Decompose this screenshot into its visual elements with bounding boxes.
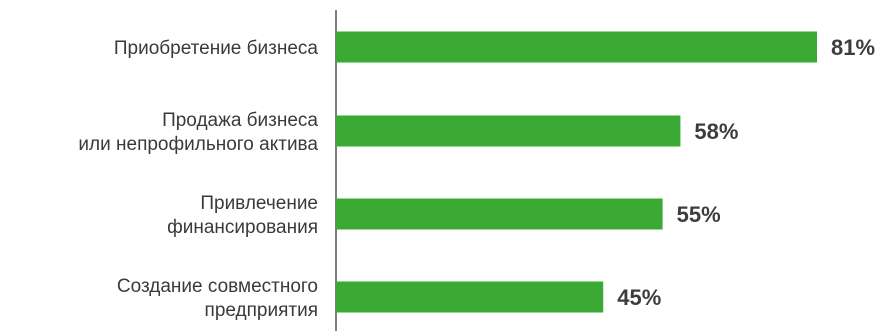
category-label-2-line-1: Продажа бизнеса xyxy=(162,110,318,131)
value-label-3: 55% xyxy=(677,202,721,227)
category-label-1-line-1: Приобретение бизнеса xyxy=(114,38,319,59)
bar-4 xyxy=(336,281,604,313)
category-label-2-line-2: или непрофильного актива xyxy=(78,134,318,155)
bar-3 xyxy=(336,198,663,230)
value-label-1: 81% xyxy=(831,35,875,60)
bars-group xyxy=(336,31,817,313)
category-labels-group: Приобретение бизнеса Продажа бизнеса или н… xyxy=(78,38,318,321)
category-label-3-line-2: финансирования xyxy=(167,217,318,238)
category-label-3-line-1: Привлечение xyxy=(200,193,318,214)
category-label-4-line-1: Создание совместного xyxy=(117,276,318,297)
value-label-2: 58% xyxy=(694,119,738,144)
value-label-4: 45% xyxy=(617,285,661,310)
category-label-4-line-2: предприятия xyxy=(205,300,318,321)
bar-1 xyxy=(336,31,817,63)
value-labels-group: 81% 58% 55% 45% xyxy=(617,35,875,310)
bar-2 xyxy=(336,115,681,147)
